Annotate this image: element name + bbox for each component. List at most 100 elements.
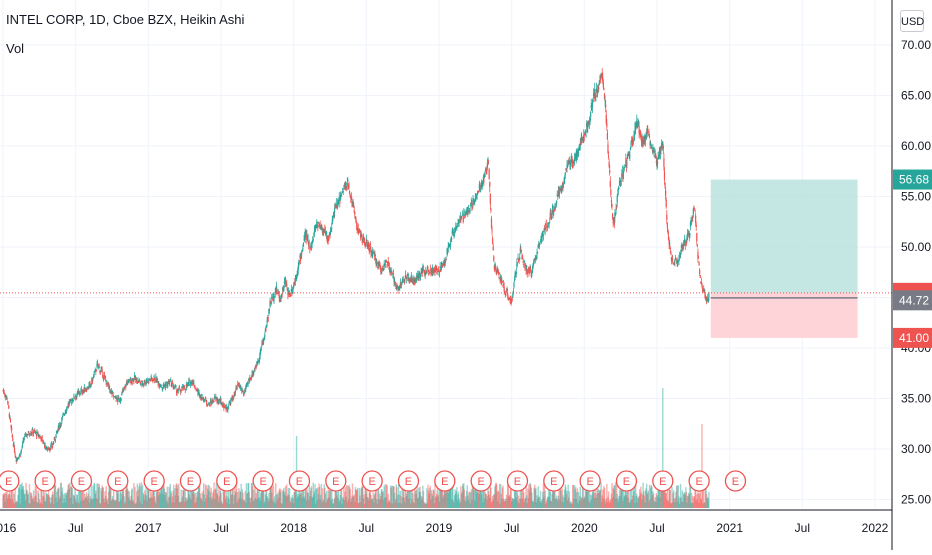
volume-bar (284, 491, 286, 508)
candle-body (591, 106, 593, 109)
volume-bar (659, 489, 662, 508)
currency-button[interactable]: USD (900, 10, 924, 32)
candle-body (24, 433, 26, 436)
candle-body (171, 383, 174, 384)
volume-bar (154, 501, 156, 508)
volume-bar (268, 492, 270, 508)
candle-body (353, 210, 355, 212)
candle-body (428, 269, 430, 272)
candle-body (184, 388, 186, 390)
volume-bar (406, 491, 408, 508)
volume-bar (118, 501, 121, 508)
candle-body (345, 185, 347, 187)
volume-bar (42, 495, 44, 508)
volume-bar (695, 500, 697, 508)
candle-body (314, 227, 317, 230)
candle-body (430, 271, 432, 275)
candle-body (48, 449, 50, 451)
candle-body (616, 196, 618, 203)
volume-bar (329, 489, 331, 508)
volume-bar (485, 493, 487, 508)
candle-body (376, 261, 378, 263)
volume-bar (22, 485, 24, 508)
volume-bar (660, 483, 662, 508)
candle-body (482, 181, 484, 183)
volume-bar (604, 503, 607, 508)
price-axis[interactable]: 25.0030.0035.0040.0045.0050.0055.0060.00… (901, 38, 931, 507)
volume-bar (76, 494, 79, 508)
volume-bar (127, 490, 129, 508)
candle-body (301, 252, 303, 255)
volume-bar (458, 498, 460, 508)
volume-bar (363, 503, 366, 508)
volume-bar (41, 503, 43, 508)
volume-bar (12, 482, 14, 508)
candle-body (227, 406, 230, 408)
volume-bar (133, 482, 135, 508)
volume-bar (204, 501, 206, 508)
volume-bar (185, 497, 187, 508)
candle-body (23, 438, 25, 440)
volume-bar (28, 503, 30, 508)
long-position-tool[interactable] (710, 179, 858, 338)
volume-bar (321, 502, 323, 508)
candle-body (552, 205, 554, 209)
volume-bar (313, 494, 315, 508)
volume-bar (208, 485, 211, 508)
candle-body (357, 226, 359, 230)
volume-bar (49, 496, 51, 508)
volume-bar (4, 493, 6, 508)
volume-bar (563, 497, 565, 508)
volume-bar (517, 501, 519, 508)
volume-bar (196, 492, 199, 508)
volume-bar (171, 502, 173, 508)
candle-body (530, 274, 532, 276)
volume-bar (425, 503, 428, 508)
time-tick-label: Jul (68, 521, 83, 535)
volume-bar (5, 491, 7, 508)
candle-body (397, 286, 399, 290)
volume-bar (164, 491, 167, 508)
volume-bar (248, 491, 250, 508)
candle-body (336, 203, 339, 205)
volume-bar (486, 496, 489, 508)
candle-body (329, 233, 331, 237)
volume-bar (472, 486, 475, 508)
volume-bar (690, 502, 692, 508)
candle-body (80, 390, 82, 392)
volume-bar (500, 493, 502, 508)
candle-body (474, 199, 476, 202)
volume-bar (675, 485, 678, 508)
volume-bar (663, 484, 665, 508)
candle-body (587, 121, 589, 124)
candle-body (259, 351, 261, 356)
volume-bar (468, 492, 471, 508)
earnings-circle (107, 470, 129, 492)
volume-bar (286, 496, 289, 508)
time-axis[interactable]: 2016Jul2017Jul2018Jul2019Jul2020Jul2021J… (0, 521, 889, 535)
volume-bar (67, 484, 69, 508)
candle-body (13, 447, 16, 453)
candle-body (685, 240, 687, 243)
candle-body (407, 275, 409, 277)
candle-body (29, 434, 31, 436)
volume-bar (638, 489, 641, 508)
time-tick-label: Jul (649, 521, 664, 535)
volume-bar (690, 492, 693, 508)
volume-bar (602, 489, 604, 508)
volume-bar (602, 498, 605, 508)
candle-body (232, 399, 234, 401)
volume-bar (302, 484, 305, 508)
candle-body (595, 88, 598, 92)
candle-body (65, 410, 68, 412)
candle-body (302, 243, 305, 247)
volume-bar (534, 484, 536, 508)
volume-bar (296, 498, 298, 508)
volume-bar (667, 500, 670, 508)
earnings-circle (361, 470, 383, 492)
volume-bar (360, 488, 362, 508)
candle-body (319, 225, 321, 228)
candle-body (323, 229, 325, 232)
